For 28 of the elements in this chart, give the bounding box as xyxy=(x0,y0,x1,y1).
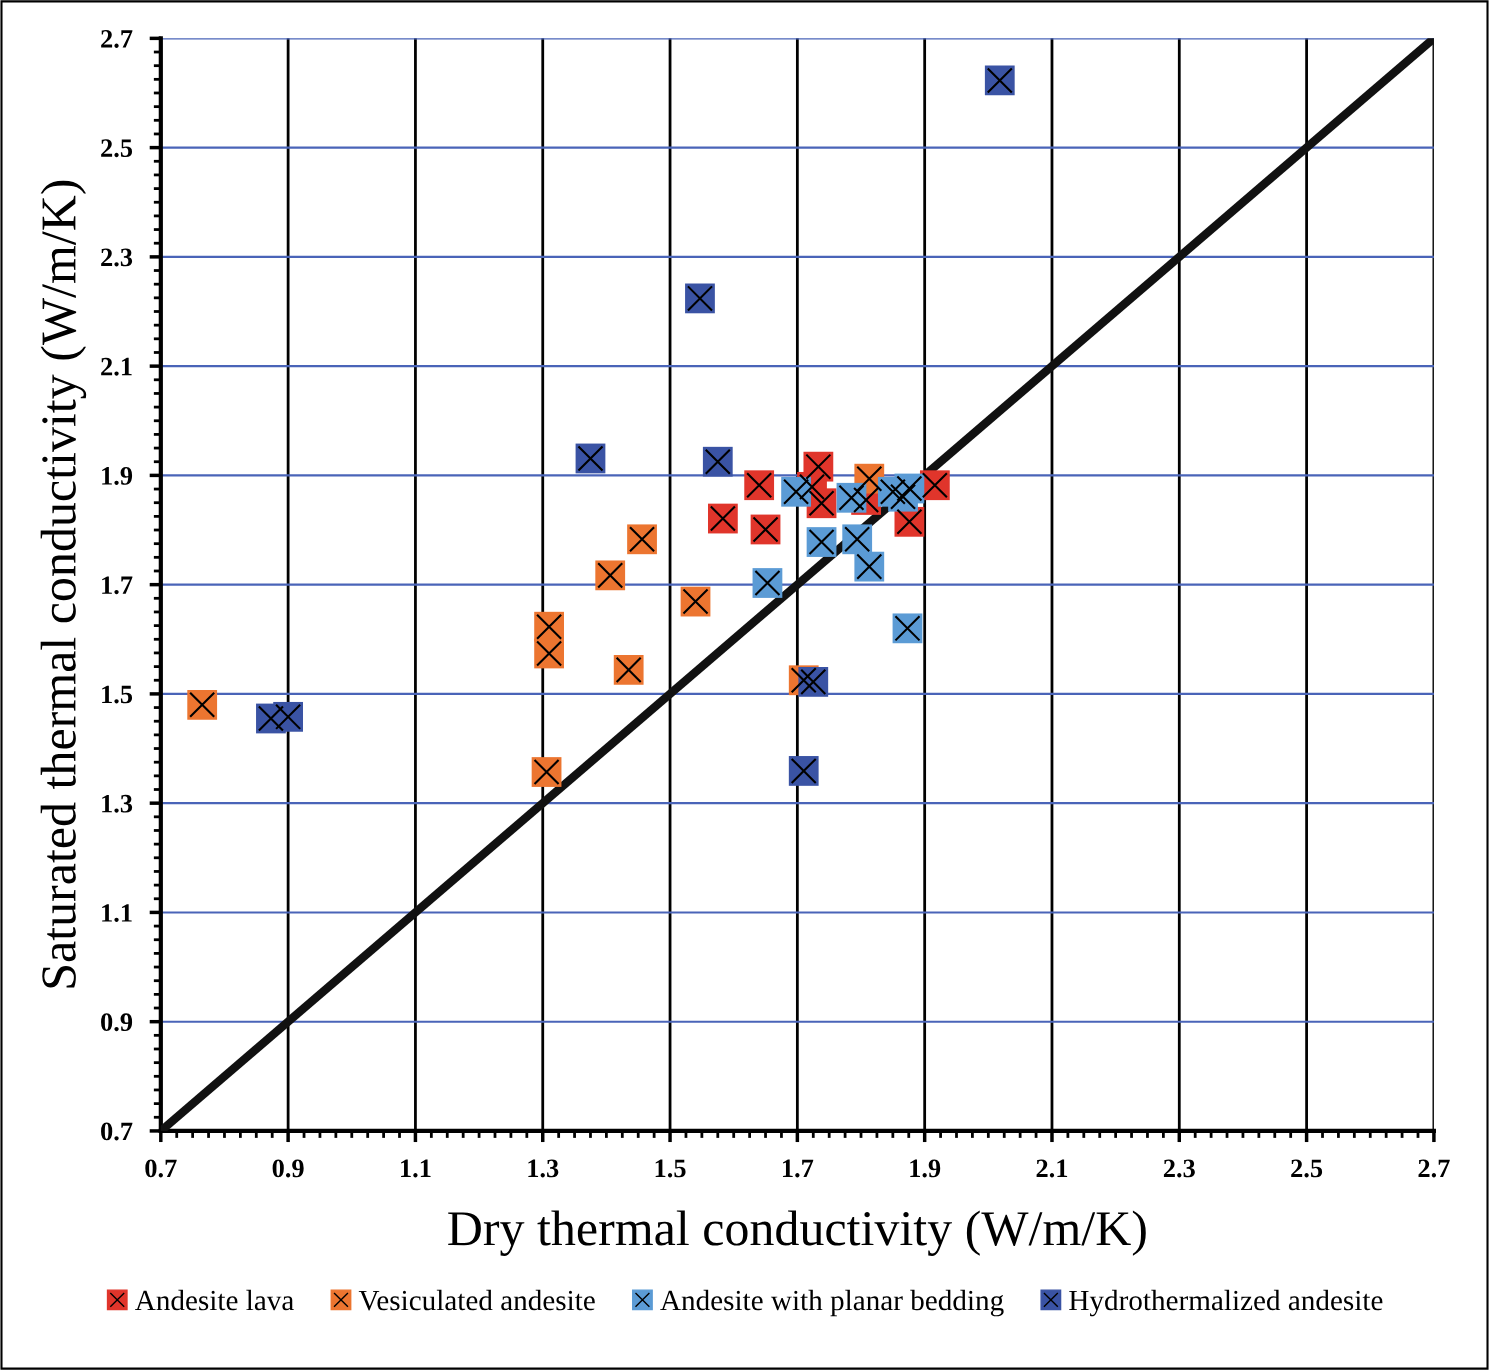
legend-label: Vesiculated andesite xyxy=(358,1289,595,1311)
legend-label: Andesite lava xyxy=(135,1289,294,1311)
y-tick-label: 2.5 xyxy=(101,139,133,158)
x-tick-label: 2.3 xyxy=(1163,1159,1195,1178)
x-tick-label: 1.3 xyxy=(528,1159,559,1178)
x-tick-label: 0.7 xyxy=(145,1159,177,1178)
x-tick-label: 1.1 xyxy=(401,1159,431,1178)
x-tick-label: 1.9 xyxy=(910,1159,941,1178)
x-tick-label: 1.5 xyxy=(655,1159,686,1178)
y-tick-label: 1.3 xyxy=(102,794,133,813)
y-tick-label: 2.3 xyxy=(101,248,133,267)
x-tick-label: 2.7 xyxy=(1418,1159,1450,1178)
x-tick-label: 0.9 xyxy=(272,1159,304,1178)
y-tick-label: 0.9 xyxy=(101,1013,133,1032)
x-axis-title: Dry thermal conductivity (W/m/K) xyxy=(448,1210,1146,1256)
y-tick-label: 1.1 xyxy=(102,904,132,922)
y-tick-label: 0.7 xyxy=(101,1122,133,1141)
legend-label: Hydrothermalized andesite xyxy=(1069,1289,1383,1317)
y-tick-label: 1.9 xyxy=(102,467,133,485)
x-tick-label: 1.7 xyxy=(782,1159,814,1178)
legend-label: Andesite with planar bedding xyxy=(660,1289,1004,1317)
x-tick-label: 2.1 xyxy=(1036,1159,1068,1178)
y-tick-label: 1.5 xyxy=(102,685,133,704)
y-tick-label: 1.7 xyxy=(102,576,133,595)
y-axis-title: Saturated thermal conductivity (W/m/K) xyxy=(40,180,87,988)
x-tick-label: 2.5 xyxy=(1291,1159,1323,1178)
y-tick-label: 2.7 xyxy=(101,30,133,48)
y-tick-label: 2.1 xyxy=(101,357,132,376)
